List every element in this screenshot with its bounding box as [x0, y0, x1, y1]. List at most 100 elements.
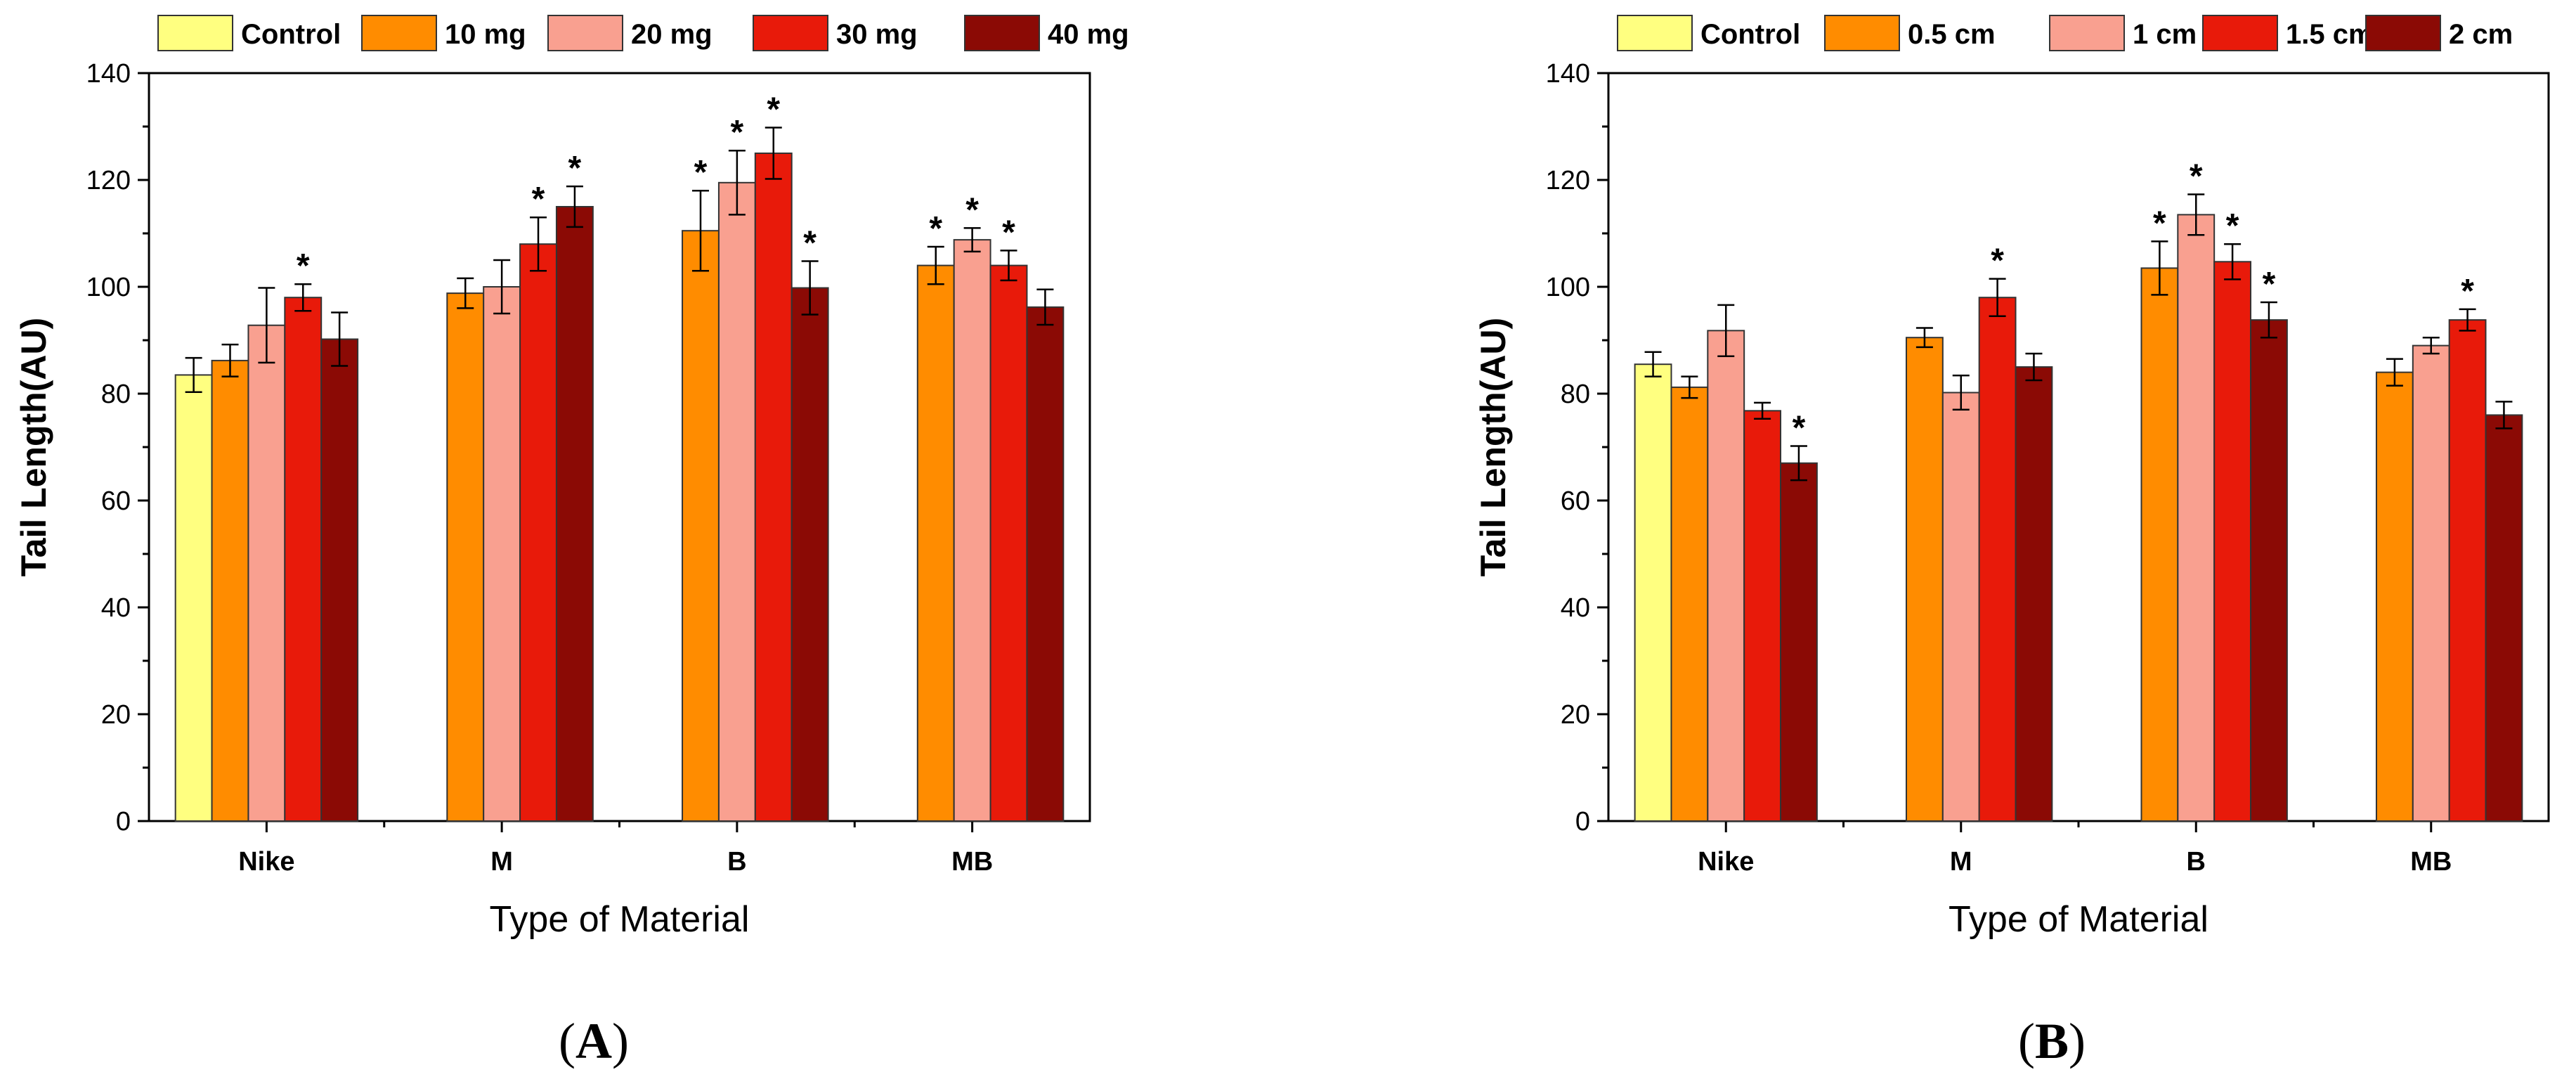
- panel-label: (A): [559, 1013, 629, 1069]
- y-tick-label: 80: [1561, 380, 1590, 409]
- bar: [791, 287, 829, 822]
- x-tick-label-mb: MB: [2410, 847, 2452, 877]
- y-tick-label: 100: [1546, 273, 1590, 302]
- legend: Control 10 mg 20 mg 30 mg 40 mg: [157, 15, 1129, 51]
- significance-marker: *: [965, 191, 979, 228]
- y-tick-label: 100: [86, 273, 131, 302]
- x-tick-label-b: B: [727, 847, 746, 877]
- legend-swatch: [2049, 15, 2125, 51]
- y-axis-title: Tail Length(AU): [14, 318, 53, 576]
- bar: [1941, 392, 1980, 822]
- bar: [2213, 261, 2252, 822]
- bar: [2250, 319, 2288, 822]
- legend-swatch: [2202, 15, 2278, 51]
- legend-label: 20 mg: [631, 19, 713, 50]
- legend-swatch: [361, 15, 437, 51]
- y-tick-label: 20: [1561, 700, 1590, 730]
- bar: [555, 206, 594, 822]
- significance-marker: *: [2461, 273, 2474, 310]
- bar: [1707, 330, 1745, 822]
- legend-swatch: [1617, 15, 1693, 51]
- significance-marker: *: [731, 114, 744, 151]
- x-tick-label-nike: Nike: [238, 847, 294, 877]
- y-tick-label: 0: [116, 807, 131, 837]
- bar: [2140, 267, 2179, 822]
- legend-label: Control: [1700, 19, 1800, 50]
- legend-swatch: [1824, 15, 1900, 51]
- bar: [1026, 306, 1065, 822]
- legend-swatch: [2365, 15, 2441, 51]
- x-tick-label-m: M: [490, 847, 513, 877]
- y-tick-label: 80: [101, 380, 131, 409]
- bar: [446, 292, 485, 822]
- x-tick-label-mb: MB: [951, 847, 993, 877]
- legend-swatch: [964, 15, 1040, 51]
- bar: [754, 153, 793, 822]
- significance-marker: *: [1002, 214, 1015, 251]
- bar: [953, 239, 991, 822]
- bar: [1978, 297, 2017, 822]
- bar: [916, 264, 955, 822]
- legend-label: 1.5 cm: [2286, 19, 2374, 50]
- bar: [483, 286, 521, 822]
- legend-label: 10 mg: [445, 19, 526, 50]
- bar: [682, 230, 720, 822]
- panel-letter: A: [575, 1013, 612, 1069]
- bar: [1780, 462, 1818, 822]
- panel-label: (B): [2018, 1013, 2086, 1069]
- x-tick-label-nike: Nike: [1698, 847, 1754, 877]
- legend-label: Control: [241, 19, 341, 50]
- bar: [2448, 319, 2487, 822]
- significance-marker: *: [568, 150, 582, 187]
- bar: [1743, 410, 1782, 822]
- bar: [174, 374, 213, 822]
- bar: [2375, 371, 2414, 822]
- panel-letter: B: [2035, 1013, 2069, 1069]
- y-tick-label: 120: [86, 166, 131, 195]
- x-tick-label-m: M: [1950, 847, 1972, 877]
- legend-label: 40 mg: [1048, 19, 1129, 50]
- x-axis-title: Type of Material: [490, 899, 750, 940]
- y-tick-label: 120: [1546, 166, 1590, 195]
- significance-marker: *: [2263, 266, 2276, 303]
- y-tick-label: 140: [86, 59, 131, 89]
- bar: [1905, 337, 1944, 822]
- legend-swatch: [753, 15, 828, 51]
- bar: [211, 359, 249, 822]
- significance-marker: *: [929, 210, 942, 247]
- y-tick-label: 60: [1561, 486, 1590, 516]
- y-axis-title: Tail Length(AU): [1474, 318, 1513, 576]
- legend-label: 1 cm: [2133, 19, 2197, 50]
- significance-marker: *: [694, 154, 708, 191]
- bar: [247, 324, 286, 822]
- legend-label: 2 cm: [2449, 19, 2513, 50]
- bar: [2015, 366, 2053, 822]
- significance-marker: *: [2190, 158, 2203, 195]
- y-tick-label: 60: [101, 486, 131, 516]
- y-tick-label: 0: [1575, 807, 1590, 837]
- significance-marker: *: [803, 225, 817, 262]
- bar: [717, 181, 756, 822]
- bar: [2412, 344, 2450, 822]
- significance-marker: *: [2226, 207, 2239, 245]
- bar: [2177, 214, 2216, 822]
- chart-panel-b: 0 20 40 60 80 100 120 140 Nike * M * B * * * * MB * Type of…: [1474, 15, 2550, 1069]
- significance-marker: *: [532, 181, 545, 218]
- legend-swatch: [547, 15, 623, 51]
- significance-marker: *: [767, 91, 780, 129]
- x-axis-title: Type of Material: [1949, 899, 2209, 940]
- legend-label: 30 mg: [836, 19, 918, 50]
- y-tick-label: 20: [101, 700, 131, 730]
- bar: [1670, 386, 1709, 822]
- y-tick-label: 40: [101, 593, 131, 623]
- significance-marker: *: [2153, 205, 2166, 242]
- bar: [320, 338, 359, 822]
- bar: [1634, 363, 1672, 822]
- significance-marker: *: [1793, 409, 1806, 446]
- y-tick-label: 40: [1561, 593, 1590, 623]
- x-tick-label-b: B: [2187, 847, 2206, 877]
- bar: [284, 297, 323, 822]
- bar: [989, 264, 1028, 822]
- chart-panel-a: 0 20 40 60 80 100 120 140 Nike * M * * B * * * * MB * * * Type…: [14, 15, 1129, 1069]
- legend-swatch: [157, 15, 233, 51]
